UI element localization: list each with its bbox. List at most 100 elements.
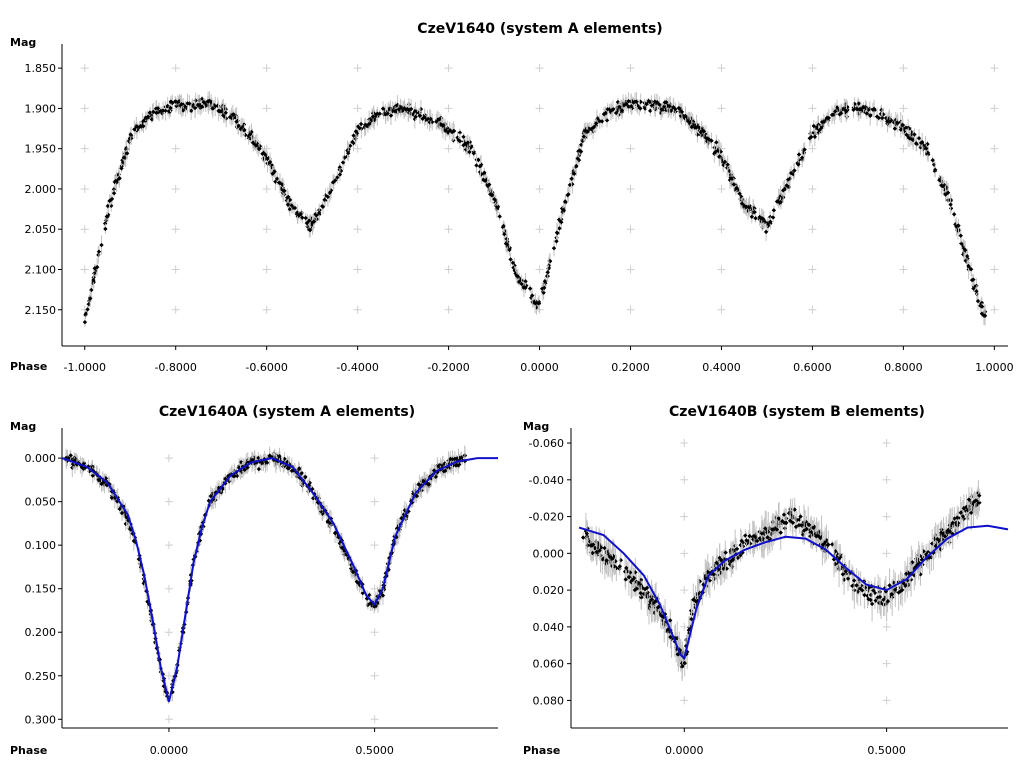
data-point xyxy=(457,130,463,135)
data-point xyxy=(434,119,439,124)
data-point xyxy=(916,557,921,563)
x-tick-label: -1.0000 xyxy=(64,361,106,374)
data-point xyxy=(455,463,461,468)
data-point xyxy=(242,127,247,133)
data-point xyxy=(126,518,131,523)
data-point xyxy=(613,559,618,564)
data-point xyxy=(971,284,977,289)
data-point xyxy=(763,229,769,235)
data-point xyxy=(702,134,707,139)
data-point xyxy=(173,99,179,104)
data-point xyxy=(981,313,987,318)
y-axis-label: Mag xyxy=(10,420,36,433)
grid-cross xyxy=(882,696,891,705)
data-point xyxy=(168,105,173,111)
data-point xyxy=(894,120,899,126)
data-point xyxy=(245,465,250,470)
data-point xyxy=(571,168,576,174)
data-point xyxy=(311,219,317,224)
data-point xyxy=(147,110,153,115)
data-point xyxy=(743,533,748,538)
x-tick-label: 0.0000 xyxy=(665,744,704,757)
data-point xyxy=(623,99,628,105)
data-point xyxy=(641,591,647,597)
y-tick-label: 0.200 xyxy=(25,626,57,639)
data-point xyxy=(940,183,946,189)
data-point xyxy=(298,211,303,217)
data-point xyxy=(777,520,783,526)
grid-cross xyxy=(626,305,635,314)
x-tick-label: 0.6000 xyxy=(793,361,832,374)
data-point xyxy=(327,190,332,196)
grid-cross xyxy=(899,305,908,314)
data-point xyxy=(832,112,837,117)
chart-title: CzeV1640 (system A elements) xyxy=(417,21,662,37)
data-point xyxy=(523,279,528,284)
data-points xyxy=(580,480,982,682)
grid-cross xyxy=(680,439,689,448)
data-point xyxy=(599,119,605,124)
grid-cross xyxy=(717,184,726,193)
data-point xyxy=(891,120,897,125)
data-point xyxy=(892,126,898,131)
x-tick-label: -0.4000 xyxy=(336,361,378,374)
data-point xyxy=(501,223,506,229)
x-tick-label: 0.2000 xyxy=(611,361,650,374)
y-axis-label: Mag xyxy=(10,36,36,49)
data-point xyxy=(168,99,174,104)
data-point xyxy=(353,129,359,134)
data-point xyxy=(584,531,590,536)
grid-cross xyxy=(370,454,379,463)
data-point xyxy=(826,115,832,121)
grid-cross xyxy=(626,184,635,193)
data-point xyxy=(973,498,979,503)
data-point xyxy=(320,511,325,516)
data-point xyxy=(933,167,938,173)
data-point xyxy=(209,103,215,109)
data-point xyxy=(879,115,885,121)
y-tick-label: 0.040 xyxy=(533,621,565,634)
data-point xyxy=(719,557,724,563)
data-point xyxy=(108,203,114,209)
data-point xyxy=(601,556,607,561)
data-point xyxy=(270,171,275,176)
data-point xyxy=(723,556,728,562)
data-point xyxy=(125,151,130,156)
data-point xyxy=(145,114,151,119)
data-point xyxy=(782,520,788,526)
data-point xyxy=(128,132,133,137)
data-point xyxy=(862,592,867,598)
data-point xyxy=(219,104,224,110)
data-point xyxy=(763,526,768,531)
data-point xyxy=(854,583,859,588)
grid-cross xyxy=(882,659,891,668)
data-point xyxy=(724,165,730,170)
data-point xyxy=(910,560,915,565)
data-point xyxy=(855,589,860,594)
y-tick-label: 2.100 xyxy=(25,263,57,276)
data-point xyxy=(799,155,805,160)
data-point xyxy=(901,126,906,132)
data-point xyxy=(784,183,789,188)
data-point xyxy=(771,527,776,532)
data-point xyxy=(256,455,261,461)
data-point xyxy=(833,109,838,114)
data-point xyxy=(119,166,124,171)
data-point xyxy=(871,106,877,112)
x-tick-label: 0.4000 xyxy=(702,361,741,374)
data-point xyxy=(780,518,785,524)
data-point xyxy=(590,550,595,556)
data-point xyxy=(755,538,760,544)
data-point xyxy=(954,520,959,525)
data-point xyxy=(438,463,443,468)
data-point xyxy=(913,140,919,146)
data-point xyxy=(939,530,944,535)
data-point xyxy=(714,560,719,565)
data-point xyxy=(569,176,574,181)
chart-panel-top: CzeV1640 (system A elements) Mag Phase 1.85… xyxy=(10,21,1014,374)
data-point xyxy=(937,177,942,183)
data-point xyxy=(128,527,133,532)
data-point xyxy=(744,538,749,543)
data-point xyxy=(882,595,887,601)
data-point xyxy=(350,139,355,145)
